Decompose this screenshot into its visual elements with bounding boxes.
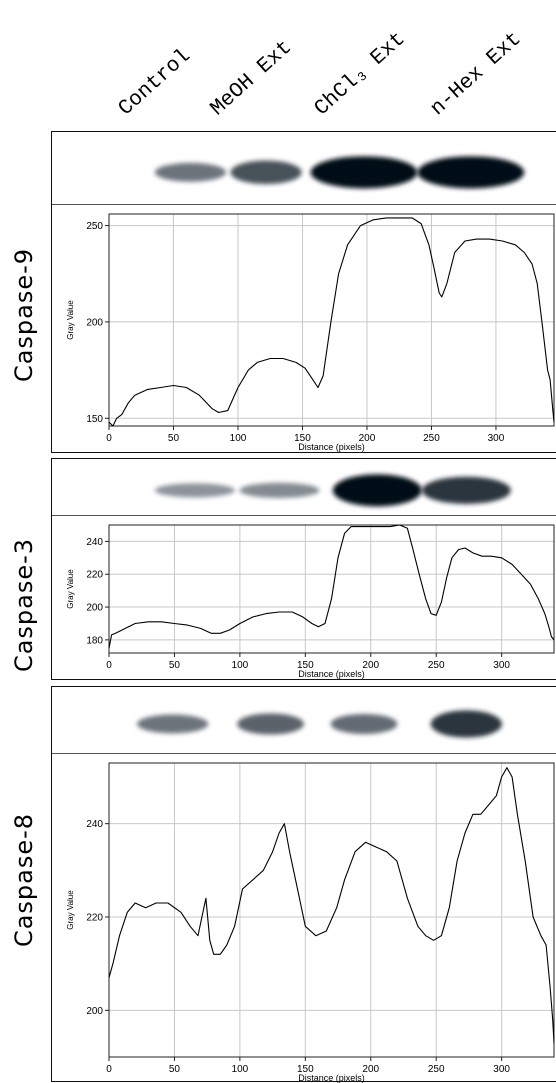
y-tick-label: 150: [86, 414, 103, 425]
blot-band-3: [310, 156, 418, 189]
blot-band-1: [154, 162, 227, 182]
y-axis-label: Gray Value: [66, 569, 75, 609]
blot-band-2: [230, 160, 302, 185]
x-tick-label: 150: [297, 1064, 314, 1075]
profile-line: [108, 767, 555, 1044]
x-tick-label: 300: [488, 433, 505, 444]
x-tick-label: 200: [359, 433, 376, 444]
panel-caspase-3: 0 50 100 150 200 250 300 180 200 220 240 Distance (…: [51, 458, 556, 680]
x-tick-label: 100: [230, 433, 247, 444]
x-tick-label: 50: [169, 660, 181, 671]
panel-caspase-8: 0 50 100 150 200 250 300 200 220 240 Distance (pix…: [51, 686, 556, 1083]
x-tick-label: 300: [493, 1064, 510, 1075]
x-axis-label: Distance (pixels): [298, 442, 365, 452]
plot-frame: [108, 524, 555, 654]
panel-label-caspase-9: Caspase-9: [10, 247, 38, 383]
western-blot-strip: [52, 459, 556, 516]
blot-band-4: [430, 710, 502, 738]
x-tick-label: 250: [423, 433, 440, 444]
x-tick-label: 250: [428, 1064, 445, 1075]
blot-band-1: [154, 483, 235, 498]
y-axis-label: Gray Value: [66, 890, 75, 930]
plot-area: 0 50 100 150 200 250 300 200 220 240 Distance (pix…: [52, 753, 556, 1083]
x-tick-label: 200: [362, 1064, 379, 1075]
x-tick-label: 50: [168, 433, 180, 444]
blot-band-1: [137, 714, 209, 734]
x-tick-label: 150: [297, 660, 314, 671]
panel-caspase-9: 0 50 100 150 200 250 300 150 200 250 Distance (pix…: [51, 131, 556, 453]
y-axis-label: Gray Value: [66, 300, 75, 340]
x-tick-label: 0: [106, 660, 112, 671]
y-tick-label: 180: [86, 635, 103, 646]
lane-label-nhex: n-Hex Ext: [426, 28, 527, 122]
x-tick-label: 250: [428, 660, 445, 671]
blot-band-4: [417, 156, 525, 189]
plot-frame: [108, 762, 555, 1058]
plot-frame: [108, 213, 555, 427]
lane-label-meoh: MeOH Ext: [206, 36, 297, 121]
blot-band-3: [330, 713, 398, 734]
panel-label-caspase-3: Caspase-3: [10, 537, 38, 673]
profile-line: [108, 524, 555, 649]
panel-label-caspase-8: Caspase-8: [10, 812, 38, 948]
x-tick-label: 150: [294, 433, 311, 444]
plot-area: 0 50 100 150 200 250 300 150 200 250 Distance (pix…: [52, 204, 556, 454]
x-tick-label: 100: [232, 1064, 249, 1075]
x-axis-label: Distance (pixels): [298, 1073, 365, 1083]
x-tick-label: 100: [232, 660, 249, 671]
blot-band-2: [239, 482, 320, 498]
x-axis-label: Distance (pixels): [298, 669, 365, 679]
profile-line: [108, 217, 555, 427]
western-blot-strip: [52, 687, 556, 754]
y-tick-label: 240: [86, 819, 103, 830]
y-tick-label: 200: [86, 317, 103, 328]
western-blot-strip: [52, 132, 556, 205]
x-tick-label: 200: [362, 660, 379, 671]
lane-labels: Control MeOH Ext ChCl₃ Ext n-Hex Ext: [100, 0, 556, 130]
x-tick-label: 50: [169, 1064, 181, 1075]
plot-area: 0 50 100 150 200 250 300 180 200 220 240 Distance (…: [52, 515, 556, 681]
x-tick-label: 300: [493, 660, 510, 671]
y-tick-label: 250: [86, 221, 103, 232]
lane-label-chcl3: ChCl₃ Ext: [310, 28, 411, 122]
x-tick-label: 0: [106, 1064, 112, 1075]
y-tick-label: 200: [86, 603, 103, 614]
lane-label-control: Control: [114, 44, 196, 121]
y-tick-label: 200: [86, 1006, 103, 1017]
y-tick-label: 240: [86, 537, 103, 548]
y-tick-label: 220: [86, 570, 103, 581]
blot-band-3: [332, 474, 422, 507]
x-tick-label: 0: [106, 433, 112, 444]
y-tick-label: 220: [86, 913, 103, 924]
blot-band-4: [421, 476, 511, 504]
blot-band-2: [237, 713, 304, 735]
